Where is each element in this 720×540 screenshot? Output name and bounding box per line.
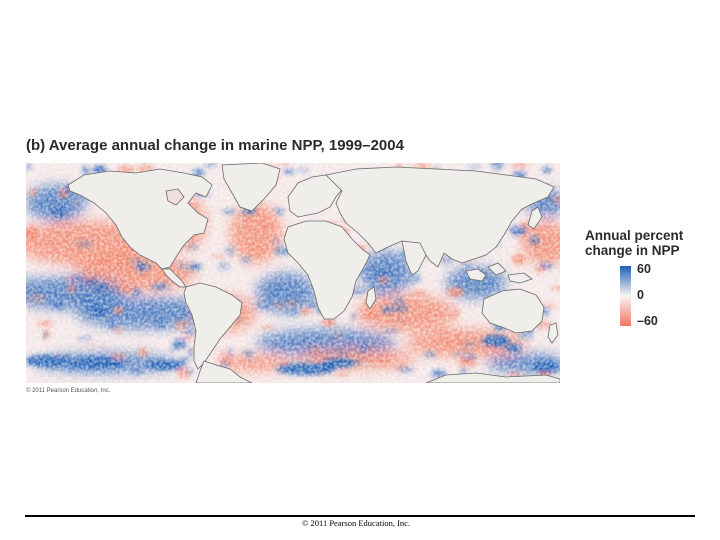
legend-label-max: 60 [637, 262, 651, 276]
land-greenland [221, 163, 281, 212]
legend-title-line1: Annual percent [585, 228, 684, 243]
land-southeast-asia-islands [465, 262, 533, 284]
land-japan [527, 206, 543, 230]
legend-label-min: –60 [637, 314, 658, 328]
figure-title: (b) Average annual change in marine NPP,… [26, 137, 404, 154]
land-africa [283, 220, 371, 320]
legend-label-mid: 0 [637, 288, 644, 302]
footer-copyright: © 2011 Pearson Education, Inc. [301, 518, 411, 528]
land-south-america [183, 282, 243, 370]
figure-copyright: © 2011 Pearson Education, Inc. [26, 388, 111, 394]
land-asia [325, 166, 555, 268]
world-map-svg [26, 163, 560, 383]
land-australia [481, 288, 545, 334]
continents [67, 163, 560, 383]
land-hudson-bay [165, 188, 185, 206]
land-india [401, 240, 427, 276]
legend: Annual percent change in NPP 60 0 –60 [585, 228, 715, 328]
legend-title-line2: change in NPP [585, 243, 680, 258]
land-new-zealand [547, 322, 559, 344]
land-antarctica-peninsula [195, 360, 253, 383]
footer-rule [25, 515, 695, 517]
npp-change-map [26, 163, 560, 383]
land-antarctica-east [425, 372, 560, 383]
land-madagascar [365, 286, 377, 310]
legend-color-ramp [620, 266, 631, 326]
legend-title: Annual percent change in NPP [585, 228, 715, 258]
land-europe [287, 174, 345, 218]
